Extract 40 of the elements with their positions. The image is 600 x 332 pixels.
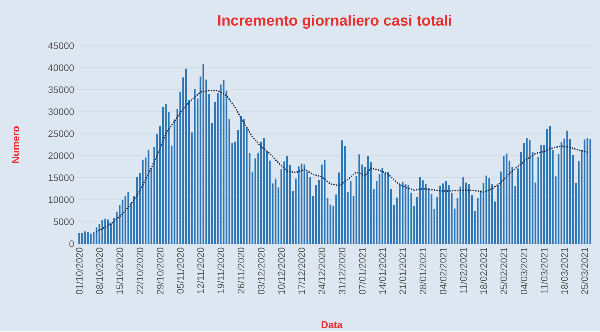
x-tick-label: 25/03/2021 [581, 248, 588, 295]
x-tick-label: 10/12/2020 [278, 248, 286, 294]
x-tick-label: 18/03/2021 [561, 248, 568, 294]
x-axis-title: Data [322, 322, 343, 329]
x-tick-label: 12/11/2020 [197, 248, 204, 294]
y-tick-label: 20000 [48, 152, 74, 160]
x-tick-label: 29/10/2020 [156, 248, 164, 295]
x-tick-label: 15/10/2020 [116, 248, 124, 294]
y-tick-label: 30000 [48, 108, 74, 116]
x-tick-label: 11/02/2021 [460, 248, 467, 294]
x-tick-label: 08/10/2020 [96, 248, 104, 295]
y-tick-label: 5000 [54, 218, 74, 226]
x-tick-label: 05/11/2020 [177, 248, 184, 294]
x-tick-label: 18/02/2021 [480, 248, 488, 294]
y-tick-label: 10000 [48, 196, 74, 204]
y-axis-title: Numero [12, 126, 20, 164]
x-tick-label: 17/12/2020 [298, 248, 306, 294]
x-tick-label: 03/12/2020 [258, 248, 265, 295]
y-tick-label: 15000 [48, 174, 74, 182]
y-tick-label: 25000 [48, 130, 74, 138]
x-tick-label: 19/11/2020 [217, 248, 224, 294]
x-tick-label: 07/01/2021 [358, 248, 366, 295]
x-tick-label: 25/02/2021 [500, 248, 508, 295]
y-tick-label: 40000 [48, 64, 74, 72]
x-tick-label: 11/03/2021 [540, 248, 548, 294]
y-tick-label: 0 [70, 240, 74, 248]
x-tick-label: 26/11/2020 [238, 248, 245, 294]
x-tick-label: 14/01/2021 [379, 248, 386, 294]
x-tick-label: 04/02/2021 [440, 248, 447, 295]
line-series [96, 90, 588, 234]
chart-title: Incremento giornaliero casi totali [218, 15, 452, 30]
x-tick-label: 22/10/2020 [136, 248, 144, 295]
x-tick-label: 04/03/2021 [520, 248, 528, 295]
x-tick-label: 21/01/2021 [399, 248, 406, 295]
x-tick-label: 28/01/2021 [420, 248, 427, 295]
y-tick-label: 45000 [48, 42, 74, 50]
x-tick-label: 31/12/2020 [338, 248, 346, 295]
x-tick-label: 24/12/2020 [318, 248, 326, 295]
x-tick-label: 01/10/2020 [76, 248, 83, 295]
y-tick-label: 35000 [48, 86, 74, 94]
